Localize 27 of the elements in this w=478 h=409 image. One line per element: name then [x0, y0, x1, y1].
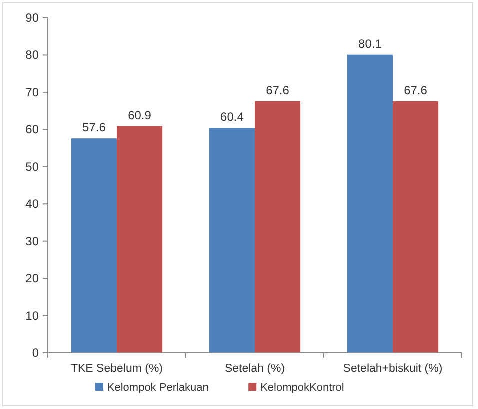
y-tick-label: 10 — [26, 308, 40, 323]
data-label: 80.1 — [358, 36, 382, 51]
x-tick-label: TKE Sebelum (%) — [70, 363, 164, 375]
data-label: 67.6 — [404, 83, 428, 98]
data-label: 60.9 — [128, 108, 152, 122]
legend-label: Kelompok Perlakuan — [107, 382, 209, 394]
y-tick-label: 40 — [26, 197, 40, 212]
y-tick-label: 60 — [26, 122, 40, 137]
y-tick-label: 0 — [32, 346, 40, 360]
y-tick-label: 90 — [26, 11, 40, 25]
bar — [255, 101, 301, 353]
bar — [117, 126, 163, 353]
x-tick-label: Setelah+biskuit (%) — [343, 363, 443, 375]
data-label: 57.6 — [82, 120, 106, 135]
y-tick-label: 50 — [26, 160, 40, 174]
y-tick-label: 80 — [26, 48, 40, 62]
bar — [209, 128, 255, 353]
y-tick-label: 70 — [26, 85, 40, 100]
legend-label: KelompokKontrol — [260, 382, 344, 394]
bar — [347, 54, 393, 353]
bar — [71, 138, 117, 353]
data-label: 67.6 — [266, 83, 290, 98]
y-tick-label: 30 — [26, 234, 40, 248]
y-tick-label: 20 — [26, 272, 40, 286]
data-label: 60.4 — [220, 110, 244, 124]
bar — [393, 101, 439, 353]
x-tick-label: Setelah (%) — [224, 363, 286, 375]
